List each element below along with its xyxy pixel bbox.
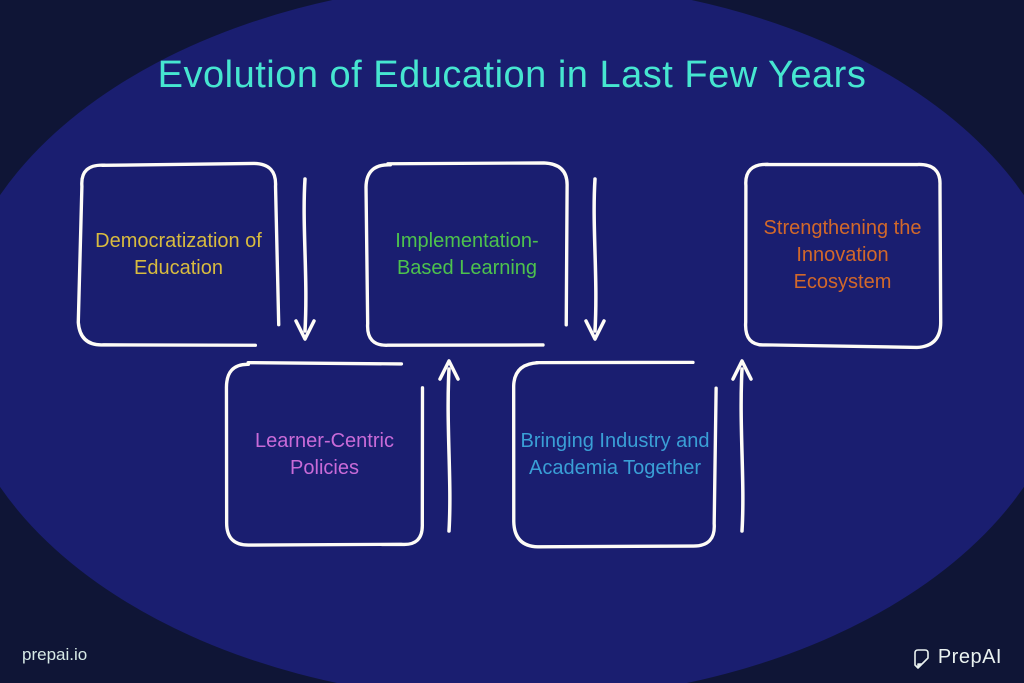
box-industry-academia: Bringing Industry and Academia Together [510, 360, 720, 550]
pencil-icon [912, 647, 932, 669]
box-industry-academia-label: Bringing Industry and Academia Together [520, 428, 710, 482]
box-implementation: Implementation-Based Learning [362, 160, 572, 350]
arrow-3-down [580, 175, 610, 345]
box-innovation-label: Strengthening the Innovation Ecosystem [750, 215, 935, 296]
brand-text: PrepAI [938, 646, 1002, 669]
footer-url: prepai.io [22, 645, 87, 665]
box-learner-centric-label: Learner-Centric Policies [232, 428, 417, 482]
brand-logo: PrepAI [912, 646, 1002, 669]
arrow-1-down [290, 175, 320, 345]
arrow-4-up [727, 355, 757, 535]
box-innovation: Strengthening the Innovation Ecosystem [740, 160, 945, 350]
box-learner-centric: Learner-Centric Policies [222, 360, 427, 550]
arrow-2-up [434, 355, 464, 535]
box-implementation-label: Implementation-Based Learning [372, 228, 562, 282]
page-title: Evolution of Education in Last Few Years [0, 54, 1024, 97]
box-democratization-label: Democratization of Education [86, 228, 271, 282]
box-democratization: Democratization of Education [76, 160, 281, 350]
